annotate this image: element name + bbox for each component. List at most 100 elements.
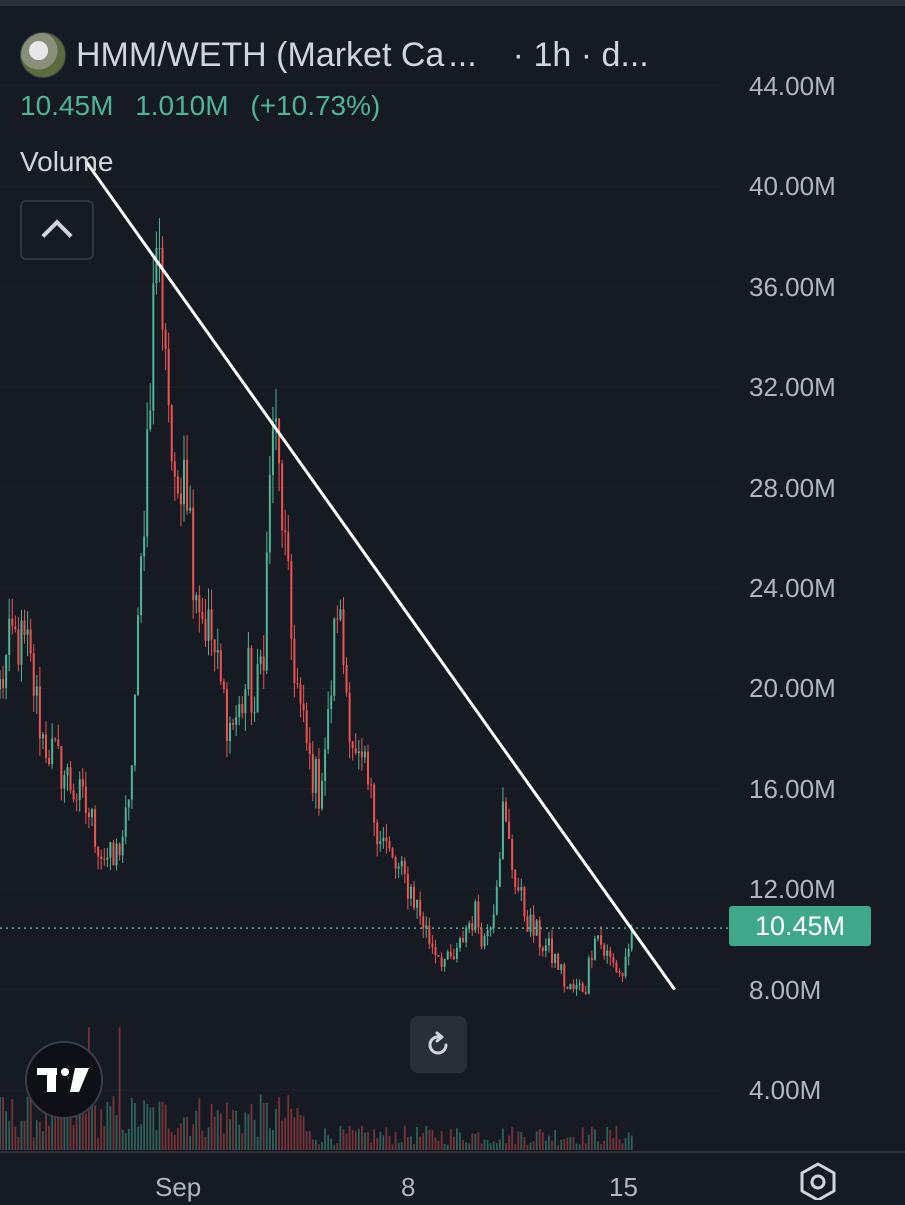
candle-body bbox=[327, 709, 330, 750]
pair-title[interactable]: HMM/WETH (Market Ca bbox=[76, 35, 445, 74]
candle-body bbox=[103, 858, 106, 860]
volume-bar bbox=[20, 1120, 23, 1150]
volume-bar bbox=[311, 1139, 314, 1150]
candle-body bbox=[584, 991, 587, 994]
volume-bar bbox=[302, 1116, 305, 1150]
candle-body bbox=[538, 920, 541, 948]
interval-label[interactable]: · 1h · d... bbox=[512, 35, 649, 74]
volume-bar bbox=[281, 1120, 284, 1150]
chart-header: HMM/WETH (Market Ca ... · 1h · d... 10.4… bbox=[20, 30, 720, 122]
volume-bar bbox=[167, 1128, 170, 1150]
volume-bar bbox=[492, 1141, 495, 1150]
volume-bar bbox=[505, 1143, 507, 1150]
volume-bar bbox=[51, 1096, 54, 1150]
candle-body bbox=[413, 886, 415, 908]
candle-body bbox=[296, 682, 299, 685]
volume-label[interactable]: Volume bbox=[20, 146, 114, 177]
candle-body bbox=[45, 734, 47, 758]
volume-bar bbox=[152, 1107, 155, 1150]
candle-body bbox=[498, 858, 501, 887]
volume-bar bbox=[100, 1109, 103, 1150]
volume-bar bbox=[81, 1110, 84, 1150]
volume-bar bbox=[385, 1127, 388, 1150]
volume-bar bbox=[382, 1135, 385, 1150]
volume-bar bbox=[186, 1116, 188, 1150]
candle-body bbox=[330, 695, 333, 710]
candle-body bbox=[112, 842, 115, 866]
candle-body bbox=[137, 615, 139, 695]
volume-bar bbox=[569, 1136, 572, 1150]
y-tick-label: 20.00M bbox=[749, 673, 836, 704]
values-row: 10.45M 1.010M (+10.73%) bbox=[20, 90, 720, 122]
volume-bar bbox=[597, 1141, 599, 1150]
candle-body bbox=[422, 916, 425, 929]
settings-icon bbox=[800, 1162, 836, 1202]
candle-body bbox=[17, 629, 20, 665]
candle-body bbox=[195, 595, 198, 601]
tradingview-logo-icon bbox=[37, 1068, 89, 1092]
candle-body bbox=[627, 949, 630, 957]
volume-bar bbox=[262, 1103, 265, 1150]
candle-body bbox=[428, 925, 431, 944]
volume-bar bbox=[183, 1117, 185, 1150]
candle-body bbox=[299, 684, 302, 704]
candle-body bbox=[508, 821, 511, 840]
volume-bar bbox=[342, 1129, 345, 1150]
volume-bar bbox=[207, 1127, 210, 1150]
candle-body bbox=[505, 801, 507, 822]
candle-body bbox=[379, 841, 382, 845]
collapse-button[interactable] bbox=[20, 200, 94, 260]
candle-body bbox=[483, 936, 486, 947]
candle-body bbox=[290, 561, 293, 639]
volume-bar bbox=[462, 1139, 464, 1150]
volume-bar bbox=[219, 1113, 222, 1150]
candle-body bbox=[367, 751, 369, 785]
volume-bar bbox=[173, 1134, 176, 1150]
candle-body bbox=[278, 418, 281, 464]
candle-body bbox=[455, 947, 458, 959]
candle-body bbox=[51, 738, 54, 765]
volume-bar bbox=[195, 1110, 198, 1150]
candle-body bbox=[416, 899, 419, 908]
tradingview-logo[interactable] bbox=[25, 1041, 103, 1119]
volume-bar bbox=[502, 1128, 504, 1150]
candle-body bbox=[581, 983, 584, 992]
chart-settings-button[interactable] bbox=[796, 1162, 840, 1202]
volume-bar bbox=[164, 1104, 167, 1150]
volume-bar bbox=[410, 1136, 412, 1150]
volume-bar bbox=[391, 1144, 394, 1150]
volume-bar bbox=[109, 1106, 112, 1150]
volume-bar bbox=[118, 1027, 121, 1150]
candle-body bbox=[115, 843, 118, 866]
volume-bar bbox=[606, 1127, 609, 1150]
candle-body bbox=[229, 723, 231, 741]
candle-body bbox=[406, 874, 409, 899]
volume-bar bbox=[416, 1126, 418, 1150]
candle-body bbox=[54, 738, 57, 740]
candle-body bbox=[60, 746, 63, 789]
candle-body bbox=[618, 971, 621, 973]
y-tick-label: 8.00M bbox=[749, 974, 822, 1005]
volume-bar bbox=[238, 1124, 241, 1150]
candle-body bbox=[587, 958, 590, 994]
volume-bar bbox=[477, 1132, 480, 1150]
candle-body bbox=[222, 681, 225, 690]
reset-chart-button[interactable] bbox=[410, 1016, 467, 1073]
candle-body bbox=[121, 836, 124, 856]
candle-body bbox=[336, 618, 339, 620]
candle-body bbox=[293, 638, 296, 683]
volume-bar bbox=[290, 1108, 293, 1150]
candle-body bbox=[140, 556, 143, 616]
volume-bar bbox=[222, 1133, 225, 1150]
volume-bar bbox=[560, 1139, 563, 1150]
candle-body bbox=[244, 689, 247, 714]
candle-body bbox=[547, 938, 550, 946]
x-tick-label: Sep bbox=[155, 1172, 202, 1202]
volume-bar bbox=[440, 1130, 443, 1150]
chart-grid bbox=[0, 85, 720, 1091]
candle-body bbox=[544, 945, 547, 952]
candle-body bbox=[164, 329, 167, 350]
candle-body bbox=[302, 703, 305, 711]
volume-bar bbox=[14, 1126, 17, 1150]
